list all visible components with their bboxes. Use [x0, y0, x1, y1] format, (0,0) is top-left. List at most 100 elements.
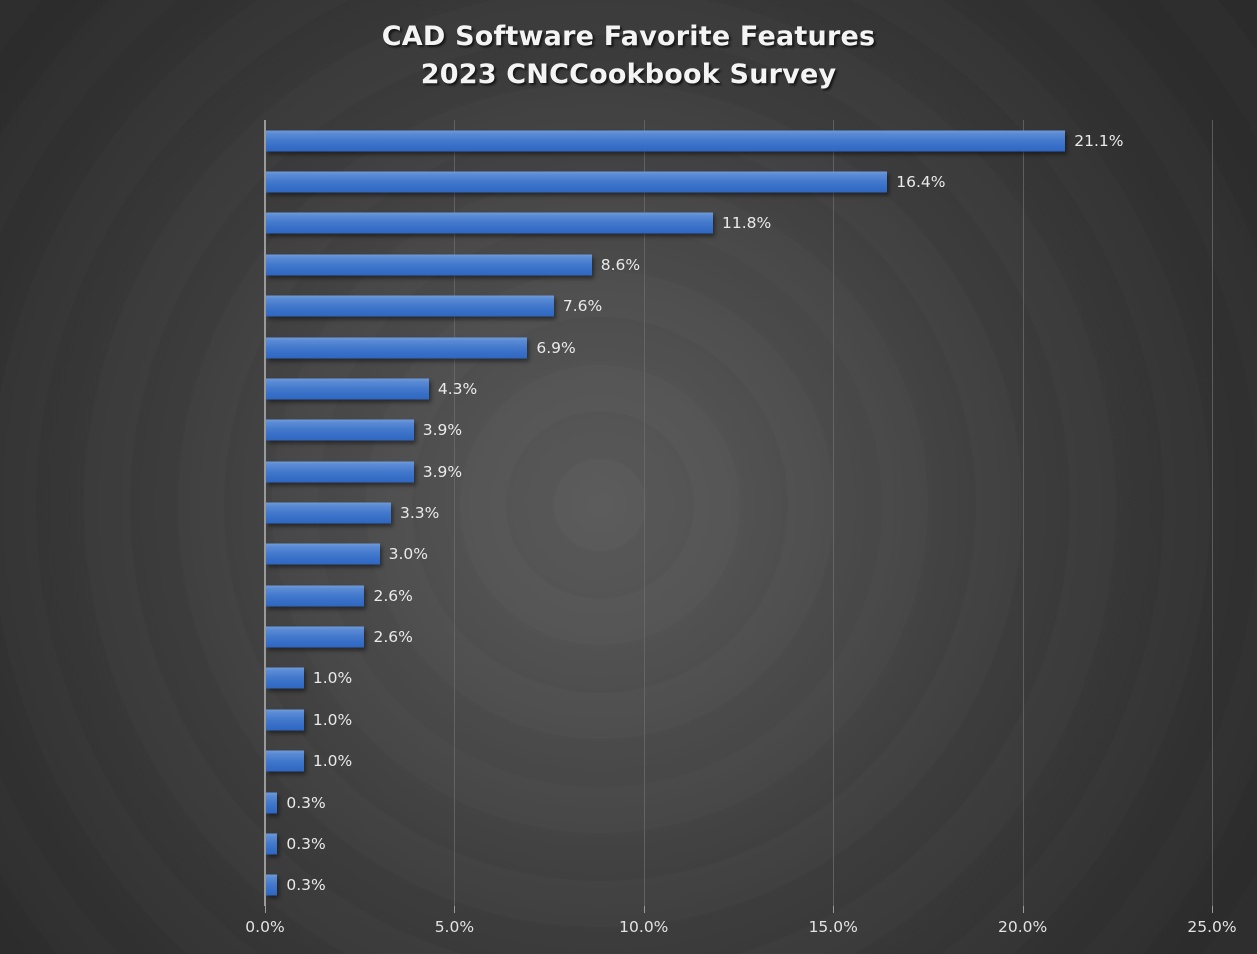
bar-fill	[266, 254, 592, 276]
x-axis: 0.0% 5.0% 10.0% 15.0% 20.0% 25.0%	[245, 906, 1237, 950]
bar-row: Feeds & Speeds0.3%	[265, 782, 1212, 823]
bar-row: Handles Complex Projects1.0%	[265, 699, 1212, 740]
bar[interactable]	[266, 212, 713, 234]
bar-value-label: 1.0%	[312, 752, 353, 771]
bar-value-label: 7.6%	[562, 297, 603, 316]
gridline	[454, 120, 456, 906]
bar-fill	[266, 130, 1066, 152]
bar[interactable]	[266, 709, 304, 731]
bar-row: Preview and Visualization Tools6.9%	[265, 327, 1212, 368]
x-tick-label: 0.0%	[245, 918, 285, 936]
bar-fill	[266, 874, 278, 896]
bar[interactable]	[266, 502, 391, 524]
x-tick-mark	[833, 906, 835, 913]
bar-value-label: 2.6%	[373, 628, 413, 647]
bar[interactable]	[266, 378, 429, 400]
bar-row: Feeds & Speeds1.0%	[265, 658, 1212, 699]
bar-value-label: 0.3%	[286, 834, 326, 853]
bar-fill	[266, 543, 380, 565]
x-tick-mark	[1022, 906, 1024, 913]
x-tick-label: 15.0%	[808, 918, 858, 936]
bar[interactable]	[266, 667, 304, 689]
gridline	[1022, 120, 1024, 906]
bar-value-label: 21.1%	[1074, 131, 1124, 150]
bar[interactable]	[266, 419, 414, 441]
bar-value-label: 6.9%	[536, 338, 576, 357]
bar[interactable]	[266, 833, 278, 855]
chart-title: CAD Software Favorite Features 2023 CNCC…	[0, 18, 1257, 95]
bar-value-label: 1.0%	[312, 669, 353, 688]
bar-row: Multiple Sheets and Layers0.3%	[265, 823, 1212, 864]
bar[interactable]	[266, 295, 554, 317]
chart-title-line-1: CAD Software Favorite Features	[381, 21, 876, 52]
bar-fill	[266, 212, 713, 234]
bar-fill	[266, 502, 391, 524]
bar-fill	[266, 709, 304, 731]
bar[interactable]	[266, 254, 592, 276]
bar-row: Fast2.6%	[265, 616, 1212, 657]
x-tick-mark	[454, 906, 456, 913]
x-tick-label: 25.0%	[1187, 918, 1237, 936]
bar-fill	[266, 171, 888, 193]
x-tick-label: 5.0%	[434, 918, 475, 936]
bar-value-label: 3.9%	[422, 462, 463, 481]
bar-fill	[266, 378, 429, 400]
bar-value-label: 2.6%	[373, 586, 413, 605]
x-tick-mark	[1212, 906, 1213, 913]
x-tick-mark	[265, 906, 266, 913]
x-tick-label: 20.0%	[997, 918, 1048, 936]
gridline	[1212, 120, 1213, 906]
bar-fill	[266, 295, 554, 317]
bar-fill	[266, 792, 278, 814]
bar-row: Post Processor4.3%	[265, 368, 1212, 409]
bar[interactable]	[266, 626, 365, 648]
x-tick-label: 10.0%	[619, 918, 669, 936]
bar-fill	[266, 626, 365, 648]
bar-value-label: 11.8%	[721, 214, 772, 233]
bar-value-label: 4.3%	[437, 379, 478, 398]
bar[interactable]	[266, 585, 365, 607]
bar-row: Customizable0.3%	[265, 865, 1212, 906]
bar-row: CAD Integration16.4%	[265, 161, 1212, 202]
bar-fill	[266, 419, 414, 441]
bar-fill	[266, 750, 304, 772]
bar-fill	[266, 585, 365, 607]
bar-row: Feature Recognition3.9%	[265, 451, 1212, 492]
bar-fill	[266, 667, 304, 689]
bar[interactable]	[266, 337, 528, 358]
bar-row: Tool Library2.6%	[265, 575, 1212, 616]
y-axis-line	[264, 120, 266, 906]
bar[interactable]	[266, 792, 278, 814]
bar[interactable]	[266, 130, 1066, 152]
bar-row: Ease of Use21.1%	[265, 120, 1212, 161]
bar-row: 4 and 5 Axis3.9%	[265, 410, 1212, 451]
bar-value-label: 0.3%	[286, 876, 326, 895]
bar-fill	[266, 461, 414, 483]
bar-value-label: 3.9%	[422, 421, 463, 440]
bar-row: Update Frequency1.0%	[265, 741, 1212, 782]
gridline	[643, 120, 645, 906]
bar[interactable]	[266, 461, 414, 483]
bar-row: Templates3.0%	[265, 534, 1212, 575]
bar-value-label: 3.0%	[388, 545, 429, 564]
x-tick-mark	[643, 906, 645, 913]
bar-fill	[266, 337, 528, 358]
bar[interactable]	[266, 750, 304, 772]
bar-value-label: 16.4%	[896, 173, 946, 192]
bar-row: Support8.6%	[265, 244, 1212, 285]
bar[interactable]	[266, 171, 888, 193]
plot-area: Ease of Use21.1%CAD Integration16.4% Tool…	[265, 120, 1213, 906]
bar-value-label: 0.3%	[286, 793, 326, 812]
gridline	[833, 120, 835, 906]
bar[interactable]	[266, 543, 380, 565]
bar-value-label: 1.0%	[312, 710, 353, 729]
bar-row: File Import3.3%	[265, 492, 1212, 533]
bar-value-label: 8.6%	[600, 255, 641, 274]
bar-value-label: 3.3%	[400, 503, 440, 522]
bar[interactable]	[266, 874, 278, 896]
bar-fill	[266, 833, 278, 855]
bar-row: Cost7.6%	[265, 285, 1212, 326]
chart-title-line-2: 2023 CNCCookbook Survey	[420, 59, 837, 91]
